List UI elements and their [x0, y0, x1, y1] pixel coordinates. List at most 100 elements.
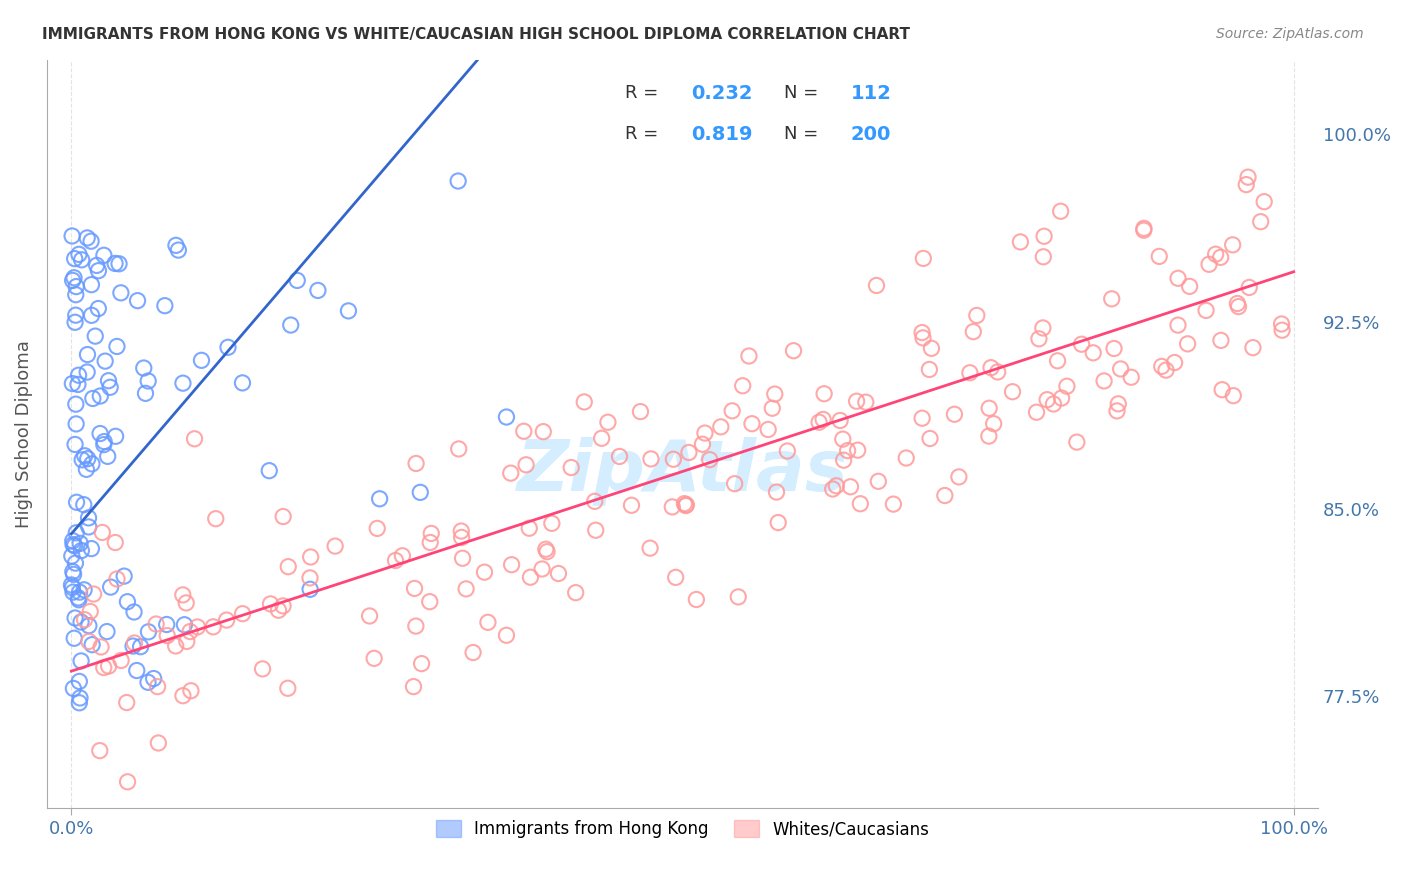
Point — [299, 549, 322, 564]
Point — [96, 624, 118, 639]
Point — [60, 578, 83, 592]
Point — [678, 445, 700, 459]
Point — [67, 591, 90, 605]
Point — [943, 407, 966, 421]
Point — [63, 539, 86, 553]
Point — [831, 432, 853, 446]
Point — [63, 437, 86, 451]
Point — [409, 485, 432, 500]
Point — [675, 499, 697, 513]
Point — [70, 654, 93, 668]
Point — [710, 420, 733, 434]
Point — [1107, 397, 1129, 411]
Point — [172, 689, 194, 703]
Point — [1253, 194, 1275, 209]
Point — [1178, 279, 1201, 293]
Point — [979, 401, 1001, 416]
Point — [813, 386, 835, 401]
Point — [167, 243, 190, 257]
Text: IMMIGRANTS FROM HONG KONG VS WHITE/CAUCASIAN HIGH SCHOOL DIPLOMA CORRELATION CHA: IMMIGRANTS FROM HONG KONG VS WHITE/CAUCA… — [42, 27, 910, 42]
Point — [122, 639, 145, 653]
Point — [499, 466, 522, 480]
Point — [337, 304, 360, 318]
Point — [1070, 337, 1092, 351]
Point — [1163, 355, 1185, 369]
Point — [231, 376, 253, 390]
Point — [1109, 362, 1132, 376]
Point — [259, 464, 281, 478]
Point — [89, 743, 111, 757]
Point — [384, 553, 406, 567]
Point — [662, 452, 685, 467]
Point — [142, 672, 165, 686]
Point — [560, 460, 582, 475]
Point — [105, 339, 128, 353]
Point — [80, 308, 103, 322]
Point — [1270, 317, 1292, 331]
Point — [299, 582, 322, 597]
Point — [60, 376, 83, 391]
Point — [132, 361, 155, 376]
Point — [1241, 341, 1264, 355]
Point — [63, 270, 86, 285]
Point — [980, 360, 1002, 375]
Point — [675, 498, 697, 512]
Point — [977, 429, 1000, 443]
Point — [183, 432, 205, 446]
Point — [540, 516, 562, 531]
Text: ZipAtlas: ZipAtlas — [516, 437, 848, 506]
Point — [80, 541, 103, 556]
Point — [591, 431, 613, 445]
Point — [987, 365, 1010, 379]
Point — [69, 536, 91, 550]
Point — [1101, 292, 1123, 306]
Point — [1083, 346, 1105, 360]
Point — [138, 624, 160, 639]
Point — [564, 585, 586, 599]
Point — [84, 329, 107, 343]
Point — [134, 386, 156, 401]
Point — [73, 582, 96, 597]
Point — [1167, 271, 1189, 285]
Point — [298, 571, 321, 585]
Point — [474, 565, 496, 579]
Point — [1092, 374, 1115, 388]
Point — [69, 585, 91, 599]
Point — [1227, 300, 1250, 314]
Point — [855, 395, 877, 409]
Point — [148, 736, 170, 750]
Point — [531, 562, 554, 576]
Point — [105, 572, 128, 586]
Point — [63, 632, 86, 646]
Point — [176, 634, 198, 648]
Point — [983, 417, 1005, 431]
Point — [832, 453, 855, 467]
Point — [665, 570, 688, 584]
Point — [110, 653, 132, 667]
Text: N =: N = — [785, 85, 824, 103]
Point — [112, 569, 135, 583]
Point — [727, 590, 749, 604]
Point — [447, 174, 470, 188]
Point — [97, 450, 120, 464]
Point — [495, 410, 517, 425]
Point — [174, 596, 197, 610]
Point — [495, 628, 517, 642]
Point — [501, 558, 523, 572]
Point — [80, 234, 103, 248]
Point — [136, 675, 159, 690]
Point — [1133, 223, 1156, 237]
Point — [825, 479, 848, 493]
Point — [79, 604, 101, 618]
Point — [756, 423, 779, 437]
Text: 200: 200 — [851, 126, 890, 145]
Point — [515, 458, 537, 472]
Point — [90, 640, 112, 654]
Point — [865, 278, 887, 293]
Point — [948, 470, 970, 484]
Point — [76, 347, 98, 361]
Point — [136, 374, 159, 388]
Point — [450, 530, 472, 544]
Point — [271, 509, 294, 524]
Point — [1271, 323, 1294, 337]
